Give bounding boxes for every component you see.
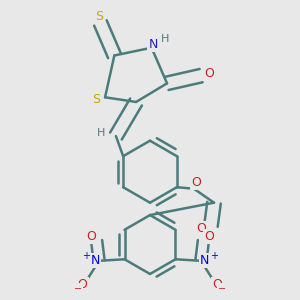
Text: +: + [210, 251, 218, 262]
Text: N: N [91, 254, 100, 267]
Text: O: O [86, 230, 96, 243]
Text: O: O [204, 67, 214, 80]
Text: O: O [197, 222, 207, 235]
Text: −: − [218, 284, 226, 294]
Text: O: O [78, 278, 88, 291]
Text: N: N [148, 38, 158, 51]
Text: S: S [95, 10, 103, 23]
Text: −: − [74, 284, 83, 294]
Text: H: H [161, 34, 170, 44]
Text: O: O [191, 176, 201, 189]
Text: N: N [200, 254, 209, 267]
Text: O: O [212, 278, 222, 291]
Text: +: + [82, 251, 90, 262]
Text: O: O [204, 230, 214, 243]
Text: H: H [97, 128, 105, 138]
Text: S: S [92, 93, 101, 106]
